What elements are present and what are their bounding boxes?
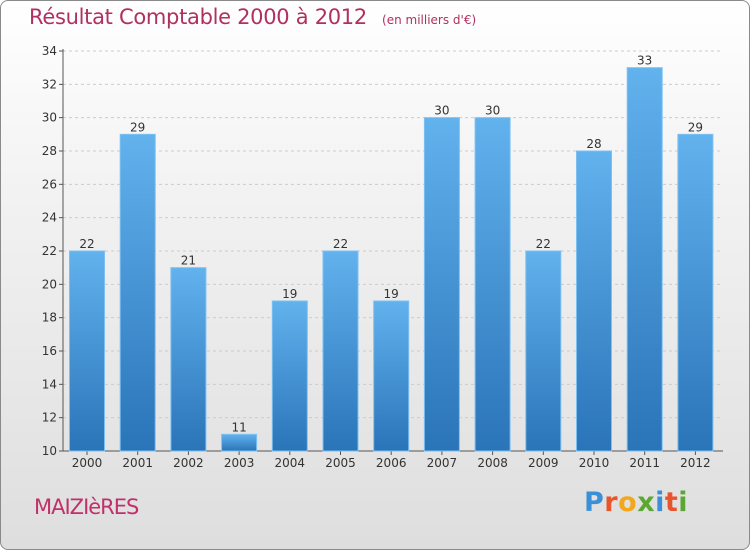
x-tick-label: 2005 bbox=[325, 456, 356, 470]
chart-subtitle: (en milliers d'€) bbox=[382, 13, 477, 27]
labels: 10 12 14 16 18 20 22 24 26 28 30 32 34 22 2000 29 2001 21… bbox=[42, 44, 711, 470]
x-tick-label: 2003 bbox=[224, 456, 255, 470]
brand-letter: i bbox=[678, 487, 689, 518]
data-label: 19 bbox=[384, 287, 399, 301]
bar bbox=[271, 300, 308, 452]
y-tick-label: 26 bbox=[42, 177, 57, 191]
y-tick-label: 34 bbox=[42, 44, 57, 58]
x-tick-label: 2000 bbox=[72, 456, 103, 470]
y-tick-label: 18 bbox=[42, 311, 57, 325]
bar bbox=[322, 250, 359, 452]
x-tick-label: 2006 bbox=[376, 456, 407, 470]
bar bbox=[474, 117, 511, 452]
x-tick-label: 2008 bbox=[477, 456, 508, 470]
bar bbox=[69, 250, 105, 452]
data-label: 33 bbox=[637, 54, 652, 68]
x-tick-label: 2007 bbox=[427, 456, 458, 470]
data-label: 22 bbox=[79, 237, 94, 251]
x-tick-label: 2001 bbox=[122, 456, 153, 470]
data-label: 28 bbox=[586, 137, 601, 151]
data-label: 29 bbox=[130, 120, 145, 134]
data-label: 19 bbox=[282, 287, 297, 301]
brand-letter: o bbox=[618, 487, 638, 518]
bar bbox=[677, 133, 714, 452]
x-tick-label: 2004 bbox=[275, 456, 306, 470]
x-tick-label: 2009 bbox=[528, 456, 559, 470]
chart-title: Résultat Comptable 2000 à 2012 bbox=[29, 5, 367, 29]
y-tick-label: 24 bbox=[42, 211, 57, 225]
data-label: 22 bbox=[333, 237, 348, 251]
brand-letter: P bbox=[584, 487, 605, 518]
chart-title-row: Résultat Comptable 2000 à 2012 (en milli… bbox=[29, 5, 476, 29]
brand-letter: i bbox=[655, 487, 665, 518]
data-label: 21 bbox=[181, 254, 196, 268]
y-tick-label: 30 bbox=[42, 111, 57, 125]
data-label: 30 bbox=[434, 104, 449, 118]
data-label: 30 bbox=[485, 104, 500, 118]
brand-letter: x bbox=[637, 487, 656, 518]
brand-letter: t bbox=[664, 487, 679, 518]
x-tick-label: 2010 bbox=[579, 456, 610, 470]
bar bbox=[576, 150, 612, 452]
proxiti-logo[interactable]: Proxiti bbox=[584, 487, 688, 518]
bars bbox=[69, 67, 714, 452]
bar bbox=[373, 300, 410, 452]
y-tick-label: 22 bbox=[42, 244, 57, 258]
x-tick-label: 2011 bbox=[629, 456, 660, 470]
y-tick-label: 32 bbox=[42, 77, 57, 91]
y-tick-label: 12 bbox=[42, 411, 57, 425]
y-tick-label: 28 bbox=[42, 144, 57, 158]
bar bbox=[119, 133, 156, 452]
brand-letter: r bbox=[604, 487, 619, 518]
data-label: 22 bbox=[536, 237, 551, 251]
bar bbox=[423, 117, 460, 452]
x-tick-label: 2012 bbox=[680, 456, 711, 470]
data-label: 29 bbox=[688, 120, 703, 134]
bar bbox=[525, 250, 562, 452]
bar bbox=[626, 67, 663, 452]
y-tick-label: 10 bbox=[42, 444, 57, 458]
data-label: 11 bbox=[231, 420, 246, 434]
commune-name: MAIZIèRES bbox=[34, 495, 139, 519]
bar bbox=[170, 267, 207, 452]
y-tick-label: 14 bbox=[42, 377, 57, 391]
y-tick-label: 16 bbox=[42, 344, 57, 358]
x-tick-label: 2002 bbox=[173, 456, 204, 470]
y-tick-label: 20 bbox=[42, 277, 57, 291]
bar bbox=[221, 433, 258, 452]
